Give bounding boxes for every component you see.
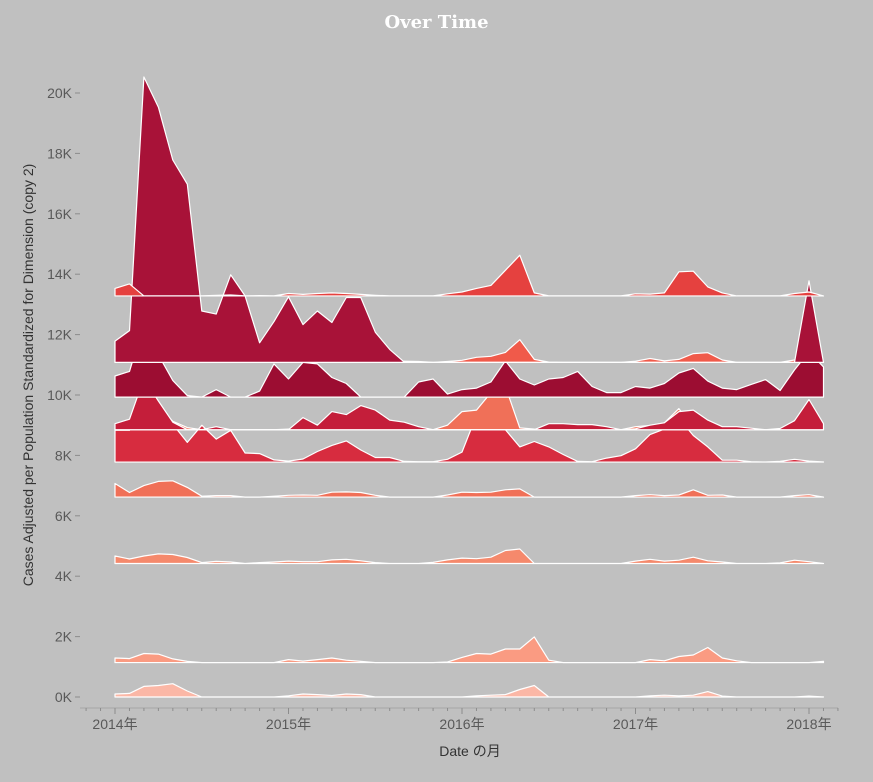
area-series-4 <box>114 480 825 498</box>
y-tick-label: 4K <box>55 568 73 584</box>
area-series-1 <box>114 683 825 698</box>
area-series-3 <box>114 548 825 565</box>
y-tick-label: 12K <box>47 327 73 343</box>
y-axis-title: Cases Adjusted per Population Standardiz… <box>20 164 36 587</box>
area-series-7 <box>114 377 825 431</box>
x-tick-label: 2016年 <box>439 716 484 732</box>
area-series-10 <box>114 76 825 363</box>
x-tick-label: 2014年 <box>92 716 137 732</box>
y-tick-label: 10K <box>47 387 73 403</box>
y-tick-label: 0K <box>55 689 73 705</box>
x-axis-title: Date の月 <box>439 743 500 759</box>
y-tick-label: 2K <box>55 629 73 645</box>
y-tick-label: 8K <box>55 447 73 463</box>
area-layers <box>114 76 825 698</box>
area-series-8 <box>114 322 825 398</box>
y-axis: 0K 2K 4K 6K 8K 10K 12K 14K 16K 18K 20K <box>47 85 80 705</box>
area-series-2 <box>114 636 825 664</box>
y-tick-label: 16K <box>47 206 73 222</box>
x-tick-label: 2018年 <box>786 716 831 732</box>
chart-title: Over Time <box>384 12 489 33</box>
x-tick-label: 2017年 <box>613 716 658 732</box>
x-axis: 2014年 2015年 2016年 2017年 2018年 <box>80 707 839 732</box>
y-tick-label: 6K <box>55 508 73 524</box>
y-tick-label: 18K <box>47 145 73 161</box>
x-tick-label: 2015年 <box>266 716 311 732</box>
y-tick-label: 20K <box>47 85 73 101</box>
area-series-11 <box>114 254 825 297</box>
y-tick-label: 14K <box>47 266 73 282</box>
